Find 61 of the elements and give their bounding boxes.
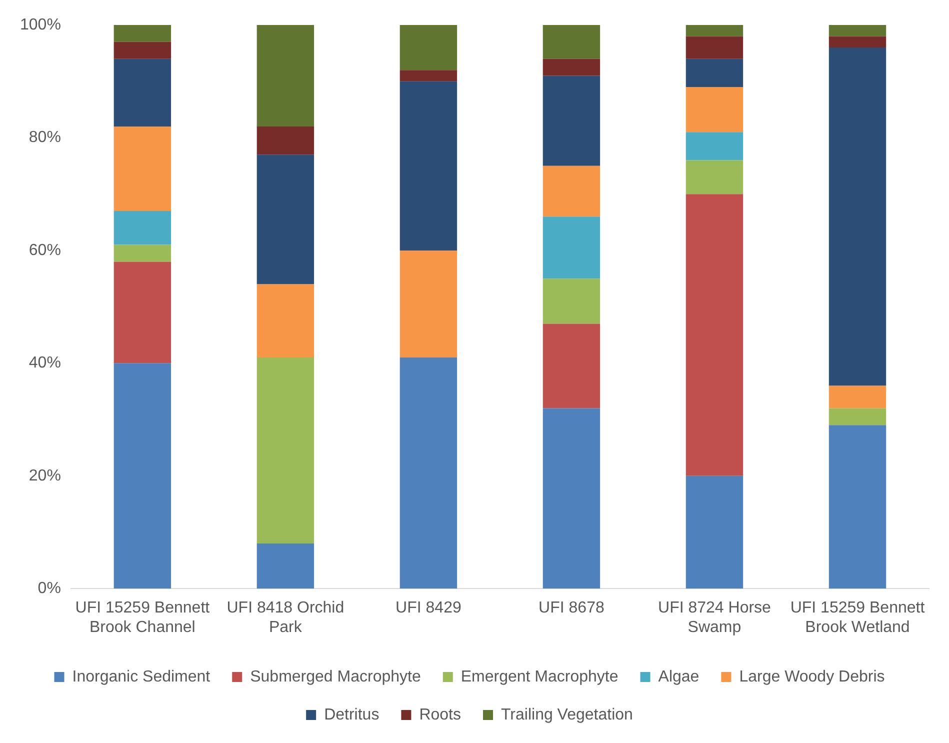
bar [256, 544, 314, 589]
bar [114, 25, 172, 42]
bar [542, 58, 600, 76]
legend-label: Trailing Vegetation [500, 706, 633, 724]
bar [828, 36, 886, 48]
bar [114, 42, 172, 59]
bar [542, 166, 600, 217]
bar [256, 358, 314, 544]
legend-label: Detritus [324, 706, 380, 724]
legend-label: Large Woody Debris [739, 668, 885, 686]
x-tick-label: UFI 8429 [396, 600, 462, 617]
legend-label: Emergent Macrophyte [460, 668, 618, 686]
bar [542, 324, 600, 408]
bar [256, 25, 314, 126]
bar [400, 25, 458, 70]
y-tick-label: 60% [28, 242, 61, 259]
legend-label: Roots [419, 706, 461, 724]
bar [828, 48, 886, 386]
bar [686, 86, 744, 132]
bar [542, 408, 600, 589]
x-tick-label: UFI 8418 Orchid Park [226, 600, 344, 636]
legend-label: Inorganic Sediment [72, 668, 211, 686]
bar [256, 126, 314, 155]
bar [686, 36, 744, 59]
y-tick-label: 80% [28, 129, 61, 146]
bar [542, 25, 600, 59]
bar [686, 194, 744, 476]
x-tick-label: UFI 15259 Bennett Brook Wetland [790, 600, 926, 636]
bar [114, 126, 172, 211]
bar [400, 250, 458, 358]
bar [400, 358, 458, 589]
bar [114, 262, 172, 364]
bar [686, 160, 744, 194]
bar [114, 58, 172, 126]
bar [686, 476, 744, 589]
x-tick-label: UFI 8678 [538, 600, 604, 617]
x-tick-label: UFI 8724 Horse Swamp [658, 600, 772, 636]
legend-label: Submerged Macrophyte [250, 668, 421, 686]
bar [256, 284, 314, 358]
bar [828, 408, 886, 426]
bar [686, 25, 744, 36]
bar [400, 70, 458, 82]
y-tick-label: 0% [38, 580, 61, 598]
legend-label: Algae [658, 668, 700, 686]
bar [114, 363, 172, 589]
y-tick-label: 100% [20, 16, 61, 34]
bar [400, 81, 458, 250]
bar [686, 132, 744, 160]
y-tick-label: 20% [28, 467, 61, 484]
bar [828, 386, 886, 408]
bar [114, 210, 172, 245]
bar [828, 25, 886, 36]
bar [256, 154, 314, 284]
bar [114, 244, 172, 262]
bar [686, 58, 744, 87]
bar [542, 278, 600, 324]
bar [542, 216, 600, 279]
x-tick-label: UFI 15259 Bennett Brook Channel [75, 600, 210, 636]
bar [828, 425, 886, 589]
y-tick-label: 40% [28, 354, 61, 372]
bar [542, 76, 600, 166]
